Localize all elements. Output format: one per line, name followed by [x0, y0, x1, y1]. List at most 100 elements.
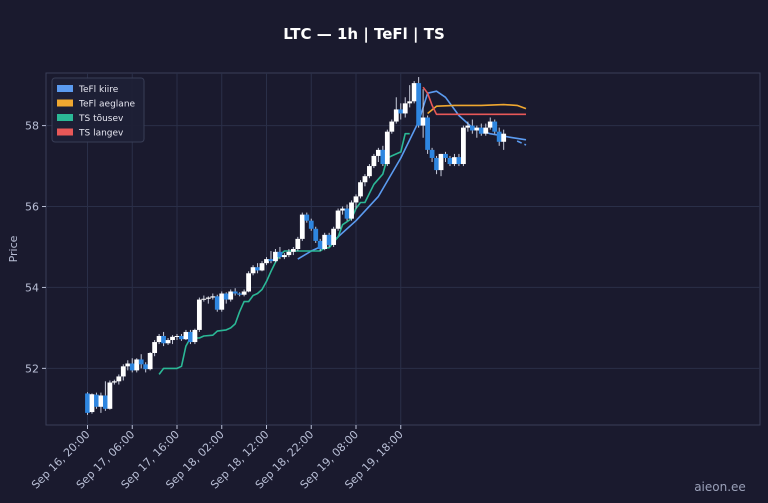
plot-area	[85, 77, 527, 415]
candle-body	[255, 267, 260, 271]
candle-body	[317, 240, 323, 249]
legend-swatch	[57, 114, 73, 121]
candle-body	[398, 109, 404, 114]
candle-body	[469, 125, 475, 131]
candle-body	[196, 299, 202, 330]
candle-body	[89, 394, 95, 413]
candle-body	[282, 255, 287, 258]
candle-body	[214, 296, 220, 310]
candle-body	[331, 228, 337, 245]
candle-body	[434, 157, 439, 171]
candle-body	[335, 210, 341, 229]
candle-body	[120, 366, 126, 377]
candle-body	[367, 166, 372, 177]
candle-body	[241, 291, 247, 295]
candle-body	[201, 298, 207, 300]
series-line	[158, 132, 410, 375]
legend: TeFl kiire TeFl aeglane TS tõusev TS langev	[51, 77, 145, 143]
candle-body	[183, 331, 189, 340]
candle-body	[308, 220, 314, 229]
y-axis-label: Price	[7, 235, 20, 262]
candle-body	[107, 382, 113, 409]
legend-swatch	[57, 99, 73, 107]
candle-body	[416, 83, 422, 126]
candle-body	[174, 335, 180, 337]
candle-body	[438, 153, 444, 171]
candle-body	[380, 149, 386, 165]
legend-swatch	[57, 128, 73, 136]
candle-body	[98, 395, 104, 407]
candle-body	[393, 109, 399, 122]
y-tick-label: 54	[25, 281, 39, 294]
legend-box	[51, 77, 145, 143]
candle-body	[237, 293, 243, 295]
watermark: aieon.ee	[694, 480, 746, 494]
candle-body	[246, 273, 251, 292]
candle-body	[353, 196, 359, 203]
candle-body	[496, 131, 502, 142]
candle-body	[501, 133, 507, 142]
candle-body	[125, 363, 131, 367]
candle-body	[461, 127, 466, 165]
candle-body	[179, 335, 184, 340]
series-line	[427, 103, 527, 115]
candle-body	[429, 149, 435, 158]
candle-body	[250, 267, 256, 274]
candle-body	[277, 251, 283, 258]
candle-body	[259, 263, 265, 271]
candle-body	[165, 340, 171, 344]
candle-body	[326, 234, 332, 245]
candle-body	[111, 381, 117, 383]
legend-label: TS langev	[78, 129, 124, 139]
y-tick-label: 56	[25, 201, 39, 214]
candle-body	[313, 228, 319, 241]
candle-body	[465, 125, 471, 128]
plot-frame	[45, 72, 761, 426]
candle-body	[94, 394, 99, 407]
candle-body	[103, 395, 108, 409]
candle-body	[447, 157, 453, 165]
candle-body	[161, 335, 166, 344]
series-line	[516, 140, 527, 146]
candle-body	[134, 359, 140, 371]
candle-body	[483, 127, 489, 134]
candle-body	[228, 291, 234, 300]
candle-body	[143, 364, 149, 370]
y-tick-label: 52	[25, 362, 39, 375]
candle-body	[304, 214, 310, 221]
candle-body	[210, 296, 216, 298]
candle-body	[474, 127, 480, 131]
candle-body	[478, 127, 484, 134]
candle-body	[116, 376, 122, 382]
candle-body	[299, 214, 305, 239]
candle-body	[340, 208, 345, 211]
candle-body	[152, 342, 158, 353]
legend-label: TeFl kiire	[78, 85, 119, 95]
candle-body	[264, 259, 269, 264]
chart-title: LTC — 1h | TeFl | TS	[283, 25, 445, 44]
candle-body	[358, 182, 363, 197]
candle-body	[349, 202, 354, 219]
candle-body	[138, 359, 144, 365]
candle-body	[452, 157, 457, 165]
candle-body	[487, 121, 493, 128]
candle-body	[443, 153, 448, 158]
candle-body	[219, 293, 225, 310]
candle-body	[384, 131, 390, 165]
series-line	[422, 86, 526, 116]
candle-body	[402, 103, 408, 114]
candle-body	[85, 393, 90, 413]
candle-body	[420, 117, 426, 126]
legend-swatch	[57, 85, 73, 92]
candle-body	[322, 234, 328, 249]
candle-body	[344, 208, 350, 219]
candle-body	[407, 101, 413, 104]
legend-label: TeFl aeglane	[78, 100, 136, 110]
candle-body	[268, 259, 274, 262]
candle-body	[456, 157, 462, 165]
candle-body	[192, 329, 198, 343]
candle-body	[290, 249, 296, 252]
candle-body	[129, 363, 135, 371]
